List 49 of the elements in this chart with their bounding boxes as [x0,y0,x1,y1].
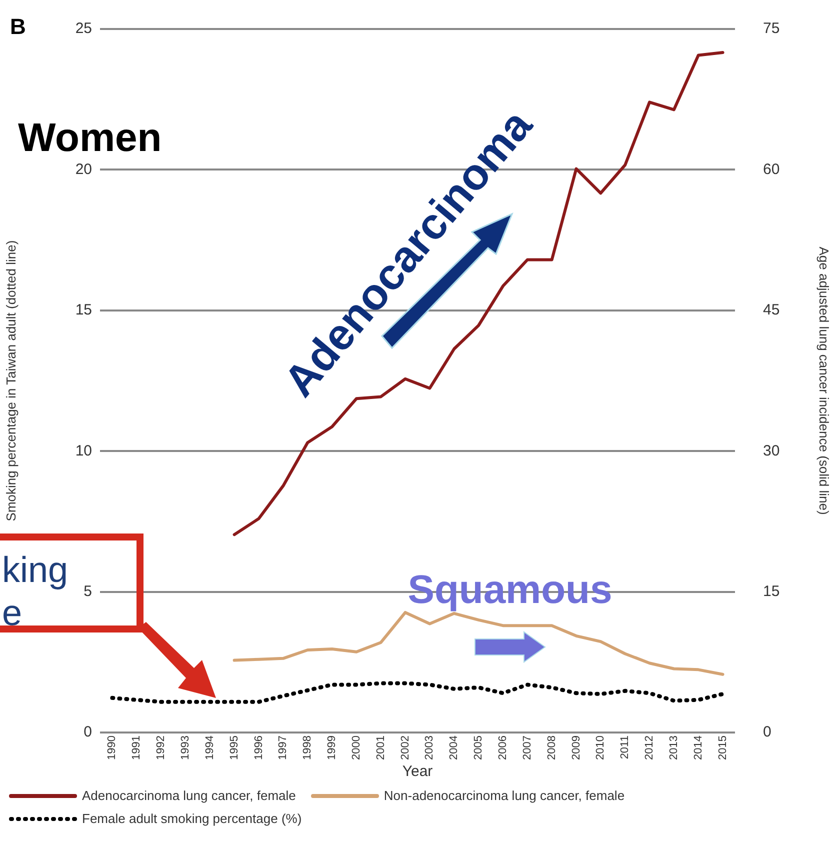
x-tick-label: 1993 [180,736,192,760]
x-tick-label: 2004 [448,736,460,760]
x-tick-label: 2006 [497,736,510,760]
x-tick-label: 1992 [155,736,168,760]
x-tick-label: 2013 [668,736,680,760]
x-tick-label: 2007 [521,736,534,760]
y2-tick-label: 30 [763,442,780,460]
x-tick-label: 1999 [326,736,338,760]
legend-label: Non-adenocarcinoma lung cancer, female [384,788,625,803]
y-tick-label: 5 [84,582,92,600]
x-tick-label: 2012 [644,736,656,760]
y-tick-label: 25 [75,20,92,38]
x-tick-label: 2015 [716,736,729,760]
text: king [2,548,68,590]
x-tick-label: 1998 [302,736,314,760]
y2-tick-label: 60 [763,160,780,178]
legend-label: Female adult smoking percentage (%) [82,811,302,826]
x-tick-label: 1995 [228,736,240,760]
text: B [10,14,26,40]
x-tick-label: 2003 [424,736,436,760]
x-tick-label: 2000 [350,736,362,760]
x-tick-label: 2002 [399,736,412,760]
x-tick-label: 1991 [130,736,143,760]
line-series [110,681,725,704]
y2-tick-label: 45 [763,302,780,319]
y2-tick-label: 15 [763,582,780,600]
y2-axis-title: Age adjusted lung cancer incidence (solid line) [816,246,832,515]
x-tick-label: 1994 [204,736,216,760]
y2-tick-label: 75 [763,20,780,38]
x-tick-label: 1996 [252,736,265,760]
y2-tick-label: 0 [763,724,772,741]
annotation: Women [18,116,162,160]
y-tick-label: 10 [75,442,92,460]
y-tick-label: 15 [75,302,92,319]
x-tick-label: 2014 [692,736,704,760]
y-tick-label: 0 [84,724,92,741]
x-tick-label: 2009 [570,736,582,760]
y-axis-title: Smoking percentage in Taiwan adult (dotted line) [3,240,18,522]
legend-label: Adenocarcinoma lung cancer, female [82,788,296,803]
x-tick-label: 2008 [546,736,558,760]
x-tick-label: 1990 [106,736,118,760]
x-axis-title: Year [402,763,433,780]
text: e [2,592,22,633]
x-tick-label: 1997 [277,736,290,760]
x-tick-label: 2005 [472,736,485,760]
x-tick-label: 2011 [619,736,632,760]
x-tick-label: 2010 [594,736,607,760]
x-tick-label: 2001 [374,736,387,760]
y-tick-label: 20 [75,160,92,178]
